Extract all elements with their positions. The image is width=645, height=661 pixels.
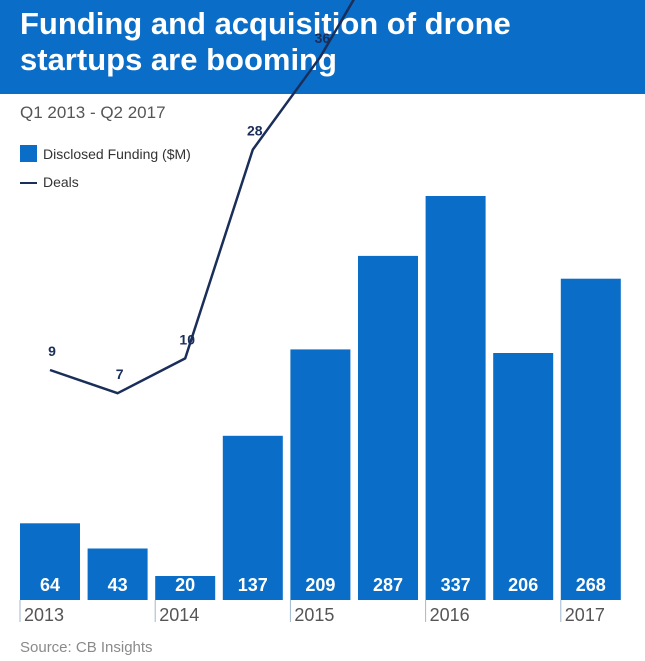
funding-value-label: 43 (108, 575, 128, 595)
funding-value-label: 268 (576, 575, 606, 595)
legend-deals-label: Deals (43, 174, 79, 190)
funding-value-label: 206 (508, 575, 538, 595)
deals-value-label: 10 (179, 331, 195, 347)
deals-line (49, 0, 355, 395)
deals-value-label: 36 (315, 30, 331, 46)
deals-value-label: 9 (48, 343, 56, 359)
funding-bar (290, 349, 351, 600)
deals-value-label: 7 (116, 366, 124, 382)
axis-year-label: 2016 (430, 605, 470, 625)
legend-funding-swatch (20, 145, 37, 162)
funding-bar (560, 278, 621, 600)
funding-value-label: 209 (305, 575, 335, 595)
axis-year-label: 2017 (565, 605, 605, 625)
funding-bar (155, 576, 216, 600)
funding-bars (20, 196, 621, 600)
funding-value-label: 64 (40, 575, 60, 595)
funding-value-label: 287 (373, 575, 403, 595)
funding-bar (358, 255, 418, 600)
chart-title: Funding and acquisition of drone startup… (20, 6, 511, 77)
funding-bar (493, 353, 554, 600)
deals-line-group (49, 0, 355, 395)
axis-year-label: 2013 (24, 605, 64, 625)
funding-value-label: 20 (175, 575, 195, 595)
chart-subtitle: Q1 2013 - Q2 2017 (20, 103, 166, 122)
funding-value-label: 337 (441, 575, 471, 595)
source-note: Source: CB Insights (20, 639, 153, 656)
chart-header: Funding and acquisition of drone startup… (0, 0, 645, 94)
legend-funding-label: Disclosed Funding ($M) (43, 146, 191, 162)
funding-bar-labels: 64 43 20 137 209 287 337 206 268 (40, 575, 606, 595)
funding-bar (87, 548, 148, 600)
deal-labels: 9710283646565055 (48, 30, 331, 382)
axis-year-label: 2015 (294, 605, 334, 625)
funding-bar (425, 196, 486, 600)
deals-value-label: 28 (247, 123, 263, 139)
axis-year-label: 2014 (159, 605, 199, 625)
funding-value-label: 137 (238, 575, 268, 595)
funding-bar (20, 523, 80, 600)
funding-bar (222, 435, 283, 600)
legend: Disclosed Funding ($M) Deals (20, 145, 191, 190)
x-axis: 2013 2014 2015 2016 2017 (19, 600, 605, 625)
